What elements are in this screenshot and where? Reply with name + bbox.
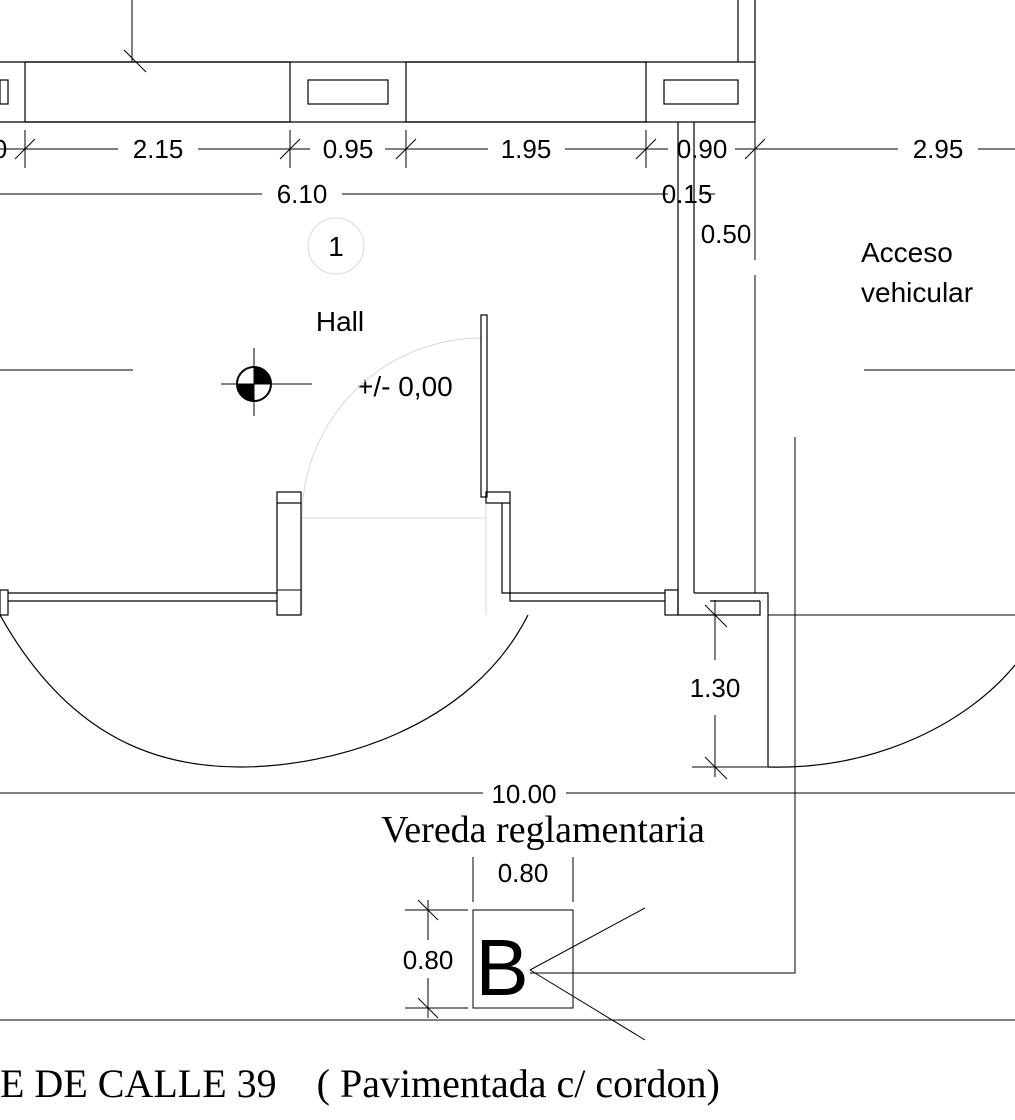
- dim-0-95: 0.95: [323, 134, 374, 164]
- dimension-6-10: 6.10 0.15: [0, 179, 715, 209]
- top-dimension-chain: 0 2.15 0.95 1.95 0.90 2.95: [0, 130, 1015, 168]
- dimension-1-30: 1.30: [690, 600, 770, 780]
- top-wall: [0, 0, 756, 123]
- room-tag: 1: [307, 217, 365, 275]
- access-label-line1: Acceso: [861, 237, 953, 268]
- dim-0-15: 0.15: [662, 179, 713, 209]
- dim-0-90: 0.90: [677, 134, 728, 164]
- dim-0-80-horizontal: 0.80: [498, 858, 549, 888]
- dim-10-00: 10.00: [491, 779, 556, 809]
- access-label-line2: vehicular: [861, 277, 973, 308]
- dimension-10-00: 10.00: [0, 778, 1015, 809]
- wall-slot-1: [307, 79, 389, 105]
- entry-door: [276, 314, 511, 615]
- dim-2-15: 2.15: [133, 134, 184, 164]
- leader-line: [530, 437, 796, 974]
- door-leaf: [480, 314, 488, 498]
- window-center: [405, 61, 647, 123]
- marker-letter: B: [475, 923, 528, 1012]
- sidewalk-label: Vereda reglamentaria: [381, 809, 705, 851]
- window-left: [24, 61, 291, 123]
- dim-0-50: 0.50: [701, 219, 752, 249]
- level-value: +/- 0,00: [357, 371, 453, 402]
- wall-slot-far-left: [0, 79, 9, 105]
- side-walls: 0.50: [677, 122, 756, 615]
- level-marker-icon: [221, 348, 312, 416]
- dim-1-30: 1.30: [690, 673, 741, 703]
- section-marker-b: 0.80 0.80 B: [403, 857, 646, 1041]
- street-label: E DE CALLE 39 ( Pavimentada c/ cordon): [0, 1061, 720, 1106]
- dim-1-95: 1.95: [501, 134, 552, 164]
- dim-0-80-vertical: 0.80: [403, 945, 454, 975]
- gate-swing-arc-right: [767, 664, 1015, 768]
- dim-2-95: 2.95: [913, 134, 964, 164]
- gate-swing-arc-left: [0, 614, 529, 768]
- dim-left-partial: 0: [0, 134, 7, 164]
- dim-6-10: 6.10: [277, 179, 328, 209]
- room-name: Hall: [316, 306, 364, 337]
- front-wall: [0, 503, 1015, 767]
- wall-slot-2: [663, 79, 739, 105]
- room-number: 1: [328, 231, 344, 262]
